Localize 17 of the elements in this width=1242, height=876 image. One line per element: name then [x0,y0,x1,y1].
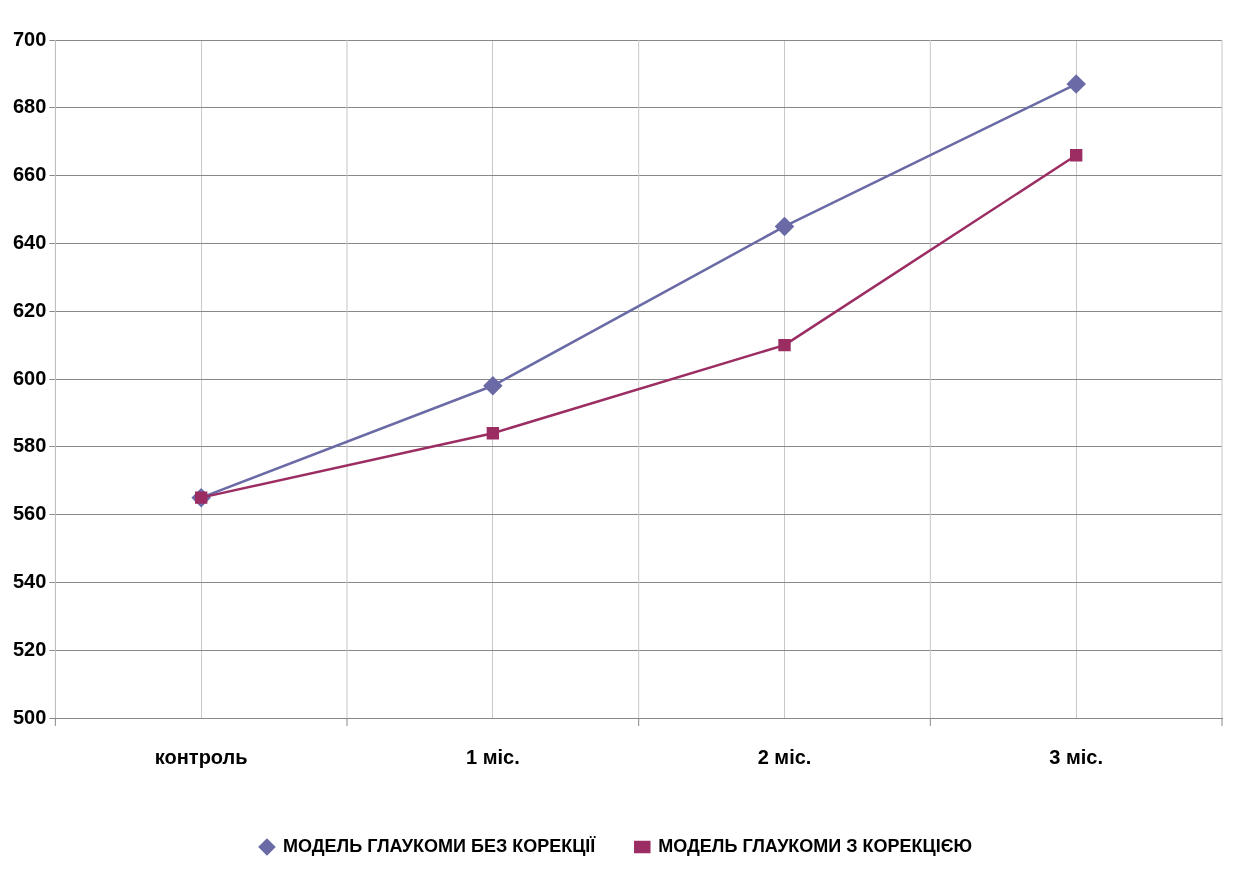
y-tick-label: 560 [12,502,47,525]
y-tick-label: 620 [12,298,47,321]
y-tick-label: 500 [12,705,47,728]
x-tick-label: 2 міс. [757,745,812,768]
legend-label: МОДЕЛЬ ГЛАУКОМИ БЕЗ КОРЕКЦІЇ [282,835,597,856]
y-tick-label: 540 [12,569,47,592]
y-tick-label: 640 [12,230,47,253]
legend-label: МОДЕЛЬ ГЛАУКОМИ З КОРЕКЦІЄЮ [658,835,973,856]
y-tick-label: 700 [12,27,47,50]
x-tick-label: 1 міс. [466,745,520,768]
y-tick-label: 680 [12,95,47,118]
x-tick-label: 3 міс. [1049,745,1104,768]
y-tick-label: 520 [12,637,47,660]
y-tick-label: 600 [12,366,47,389]
x-tick-label: контроль [154,745,248,768]
y-tick-label: 660 [12,163,47,186]
y-tick-label: 580 [12,434,47,457]
